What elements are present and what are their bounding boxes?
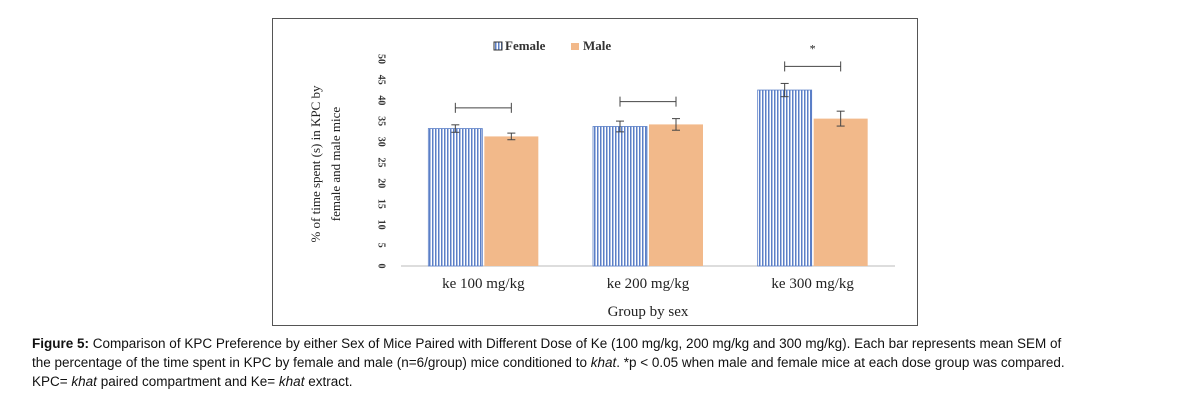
caption-line1: Comparison of KPC Preference by either S… xyxy=(92,336,1062,351)
y-axis-label: % of time spent (s) in KPC by xyxy=(308,85,323,243)
caption-line3-italic2: khat xyxy=(278,374,305,389)
legend-label-female: Female xyxy=(505,38,546,53)
legend-swatch-male xyxy=(571,43,579,50)
x-tick-label: ke 100 mg/kg xyxy=(442,276,525,292)
y-tick-label: 20 xyxy=(376,178,387,188)
bar-female xyxy=(757,89,813,267)
y-tick-label: 25 xyxy=(376,158,387,168)
x-axis-label: Group by sex xyxy=(608,304,689,320)
bar-male xyxy=(813,118,868,266)
y-tick-label: 40 xyxy=(376,95,387,105)
caption-line2-a: the percentage of the time spent in KPC … xyxy=(32,355,591,370)
y-tick-label: 15 xyxy=(376,199,387,209)
bar-female xyxy=(427,128,483,267)
y-tick-label: 30 xyxy=(376,137,387,147)
caption-line2-italic: khat xyxy=(590,355,617,370)
x-tick-label: ke 300 mg/kg xyxy=(771,276,854,292)
legend-swatch-female xyxy=(493,41,503,51)
bar-male xyxy=(484,136,539,266)
y-tick-label: 50 xyxy=(376,54,387,64)
bar-female xyxy=(592,126,648,267)
bar-chart: 0 5 10 15 20 25 30 35 40 45 50 % of time spent (s) … xyxy=(308,38,895,320)
caption-label: Figure 5: xyxy=(32,336,90,351)
y-tick-label: 10 xyxy=(376,220,387,230)
bar-male xyxy=(649,124,703,266)
x-tick-label: ke 200 mg/kg xyxy=(607,276,690,292)
legend-label-male: Male xyxy=(583,38,611,53)
y-axis-label: female and male mice xyxy=(328,107,343,222)
significance-marker: * xyxy=(810,41,816,55)
caption-line3-a: KPC= xyxy=(32,374,72,389)
y-tick-label: 45 xyxy=(376,75,387,85)
y-tick-label: 0 xyxy=(376,264,387,269)
caption-line3-c: extract. xyxy=(304,374,353,389)
y-tick-label: 35 xyxy=(376,116,387,126)
chart-frame: 0 5 10 15 20 25 30 35 40 45 50 % of time spent (s) … xyxy=(272,18,918,326)
caption-line3-italic1: khat xyxy=(71,374,97,389)
caption-line3-b: paired compartment and Ke= xyxy=(96,374,279,389)
figure-caption: Figure 5: Comparison of KPC Preference b… xyxy=(32,334,1162,391)
caption-line2-b: . *p < 0.05 when male and female mice at… xyxy=(616,355,1065,370)
y-tick-label: 5 xyxy=(376,243,387,248)
